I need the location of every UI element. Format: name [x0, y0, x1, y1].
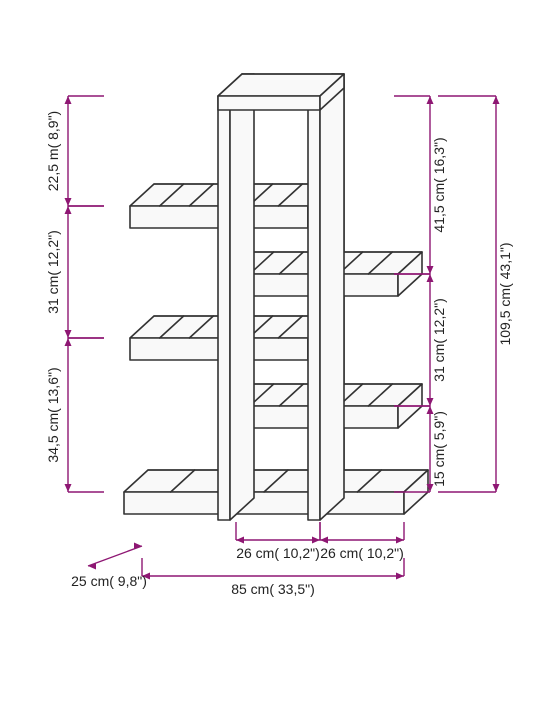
svg-text:26 cm( 10,2"): 26 cm( 10,2")	[320, 545, 404, 561]
svg-text:31 cm( 12,2"): 31 cm( 12,2")	[45, 230, 61, 314]
svg-text:85 cm( 33,5"): 85 cm( 33,5")	[231, 581, 315, 597]
svg-text:34,5 cm( 13,6"): 34,5 cm( 13,6")	[45, 367, 61, 462]
svg-text:15 cm( 5,9"): 15 cm( 5,9")	[431, 411, 447, 487]
svg-text:41,5 cm( 16,3"): 41,5 cm( 16,3")	[431, 137, 447, 232]
svg-text:109,5 cm( 43,1"): 109,5 cm( 43,1")	[497, 242, 513, 345]
svg-text:31 cm( 12,2"): 31 cm( 12,2")	[431, 298, 447, 382]
svg-text:26 cm( 10,2"): 26 cm( 10,2")	[236, 545, 320, 561]
svg-text:22,5 m( 8,9"): 22,5 m( 8,9")	[45, 111, 61, 191]
technical-dimension-diagram: 22,5 m( 8,9") 31 cm( 12,2") 34,5 cm( 13,6"…	[0, 0, 540, 720]
svg-text:25 cm( 9,8"): 25 cm( 9,8")	[71, 573, 147, 589]
